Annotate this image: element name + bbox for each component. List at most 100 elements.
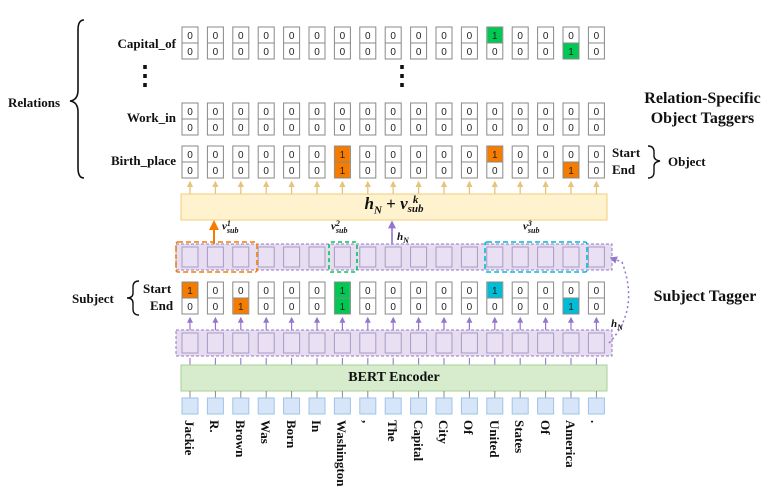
subject-end-fill-2 — [233, 298, 249, 314]
relation-0-start-value-10: 0 — [441, 31, 447, 42]
subject-end-value-6: 1 — [340, 302, 346, 313]
relation-1-end-value-9: 0 — [416, 123, 422, 134]
relation-1-end-value-11: 0 — [467, 123, 473, 134]
relation-2-end-value-8: 0 — [390, 166, 396, 177]
subject-start-fill-12 — [487, 282, 503, 298]
relation-0-start-value-16: 0 — [594, 31, 600, 42]
subject-start-value-1: 0 — [213, 286, 219, 297]
relation-0-start-value-11: 0 — [467, 31, 473, 42]
relation-0-end-value-12: 0 — [492, 47, 498, 58]
relation-2-start-value-15: 0 — [568, 150, 574, 161]
relation-2-end-value-10: 0 — [441, 166, 447, 177]
relation-2-start-value-16: 0 — [594, 150, 600, 161]
encoder-output-row-token-6 — [333, 332, 351, 354]
relation-0-end-value-2: 0 — [238, 47, 244, 58]
subject-end-value-12: 0 — [492, 302, 498, 313]
subject-tagger-title: Subject Tagger — [653, 288, 757, 305]
subject-start-value-14: 0 — [543, 286, 549, 297]
token-label-16: . — [588, 420, 604, 424]
relation-2-start-value-3: 0 — [263, 150, 269, 161]
token-label-10: City — [436, 420, 451, 444]
subject-start-value-15: 0 — [568, 286, 574, 297]
relation-0-start-fill-12 — [487, 27, 503, 43]
relation-2-start-value-13: 0 — [517, 150, 523, 161]
subject-end-value-11: 0 — [467, 302, 473, 313]
relation-taggers-title-line1: Relation-Specific — [644, 90, 761, 107]
relation-2-start-value-9: 0 — [416, 150, 422, 161]
encoder-output-row-token-14 — [537, 332, 555, 354]
relation-1-start-value-7: 0 — [365, 107, 371, 118]
token-label-13: States — [512, 420, 528, 454]
relation-2-end-value-6: 1 — [340, 166, 346, 177]
relation-2-start-value-8: 0 — [390, 150, 396, 161]
subject-end-value-16: 0 — [594, 302, 600, 313]
subject-end-value-9: 0 — [416, 302, 422, 313]
token-label-2: Brown — [232, 420, 248, 458]
subject-end-fill-6 — [334, 298, 350, 314]
subject-start-value-16: 0 — [594, 286, 600, 297]
relation-2-start-value-0: 0 — [187, 150, 193, 161]
subject-start-value-11: 0 — [467, 286, 473, 297]
subject-end-value-14: 0 — [543, 302, 549, 313]
v3-dashed-box — [484, 241, 588, 273]
subject-embedding-row-token-7 — [359, 246, 377, 268]
relation-1-end-value-10: 0 — [441, 123, 447, 134]
relation-1-start-value-2: 0 — [238, 107, 244, 118]
relation-0-end-value-8: 0 — [390, 47, 396, 58]
subject-brace-label: Subject — [72, 291, 114, 306]
subject-embedding-row-token-5 — [308, 246, 326, 268]
subject-end-value-2: 1 — [238, 302, 244, 313]
relation-0-start-value-12: 1 — [492, 31, 498, 42]
encoder-output-row-token-2 — [232, 332, 250, 354]
relation-2-start-value-6: 1 — [340, 150, 346, 161]
relation-0-end-value-11: 0 — [467, 47, 473, 58]
encoder-output-row-token-12 — [486, 332, 504, 354]
relation-0-start-value-2: 0 — [238, 31, 244, 42]
relation-1-end-value-4: 0 — [289, 123, 295, 134]
relation-2-end-value-5: 0 — [314, 166, 320, 177]
subject-embedding-row-token-10 — [435, 246, 453, 268]
relation-2-start-value-14: 0 — [543, 150, 549, 161]
relation-0-end-value-15: 1 — [568, 47, 574, 58]
formula-text: hN + v k sub — [364, 194, 424, 217]
relation-1-end-value-14: 0 — [543, 123, 549, 134]
token-box-5 — [308, 397, 326, 415]
subject-start-value-3: 0 — [263, 286, 269, 297]
subject-embedding-row-token-9 — [410, 246, 428, 268]
token-label-12: United — [486, 420, 502, 458]
relation-label-birth-place: Birth_place — [111, 153, 176, 168]
relation-1-end-value-8: 0 — [390, 123, 396, 134]
relation-2-end-fill-6 — [334, 162, 350, 178]
subject-start-value-12: 1 — [492, 286, 498, 297]
relation-2-start-value-7: 0 — [365, 150, 371, 161]
encoder-output-row-token-15 — [562, 332, 580, 354]
relation-0-start-value-15: 0 — [568, 31, 574, 42]
subject-embedding-row-token-14 — [537, 246, 555, 268]
relation-1-start-value-11: 0 — [467, 107, 473, 118]
relation-0-end-fill-15 — [563, 43, 579, 59]
relation-1-start-value-13: 0 — [517, 107, 523, 118]
relation-label-work-in: Work_in — [126, 110, 176, 125]
relation-1-end-value-6: 0 — [340, 123, 346, 134]
relation-0-end-value-1: 0 — [213, 47, 219, 58]
token-box-16 — [587, 397, 605, 415]
subject-end-value-1: 0 — [213, 302, 219, 313]
relation-0-start-value-3: 0 — [263, 31, 269, 42]
token-box-4 — [283, 397, 301, 415]
subject-start-label: Start — [143, 281, 172, 296]
token-box-15 — [562, 397, 580, 415]
subject-embedding-row-token-6 — [333, 246, 351, 268]
token-box-9 — [410, 397, 428, 415]
relation-1-start-value-0: 0 — [187, 107, 193, 118]
token-label-5: In — [309, 420, 324, 433]
relation-1-start-value-8: 0 — [390, 107, 396, 118]
relation-taggers-title-line2: Object Taggers — [650, 110, 755, 127]
relation-1-end-value-1: 0 — [213, 123, 219, 134]
subject-end-fill-15 — [563, 298, 579, 314]
relation-1-start-value-16: 0 — [594, 107, 600, 118]
relation-1-start-value-10: 0 — [441, 107, 447, 118]
token-label-14: Of — [537, 420, 553, 435]
subject-end-label: End — [150, 298, 174, 313]
relation-1-start-value-9: 0 — [416, 107, 422, 118]
relation-2-end-value-16: 0 — [594, 166, 600, 177]
